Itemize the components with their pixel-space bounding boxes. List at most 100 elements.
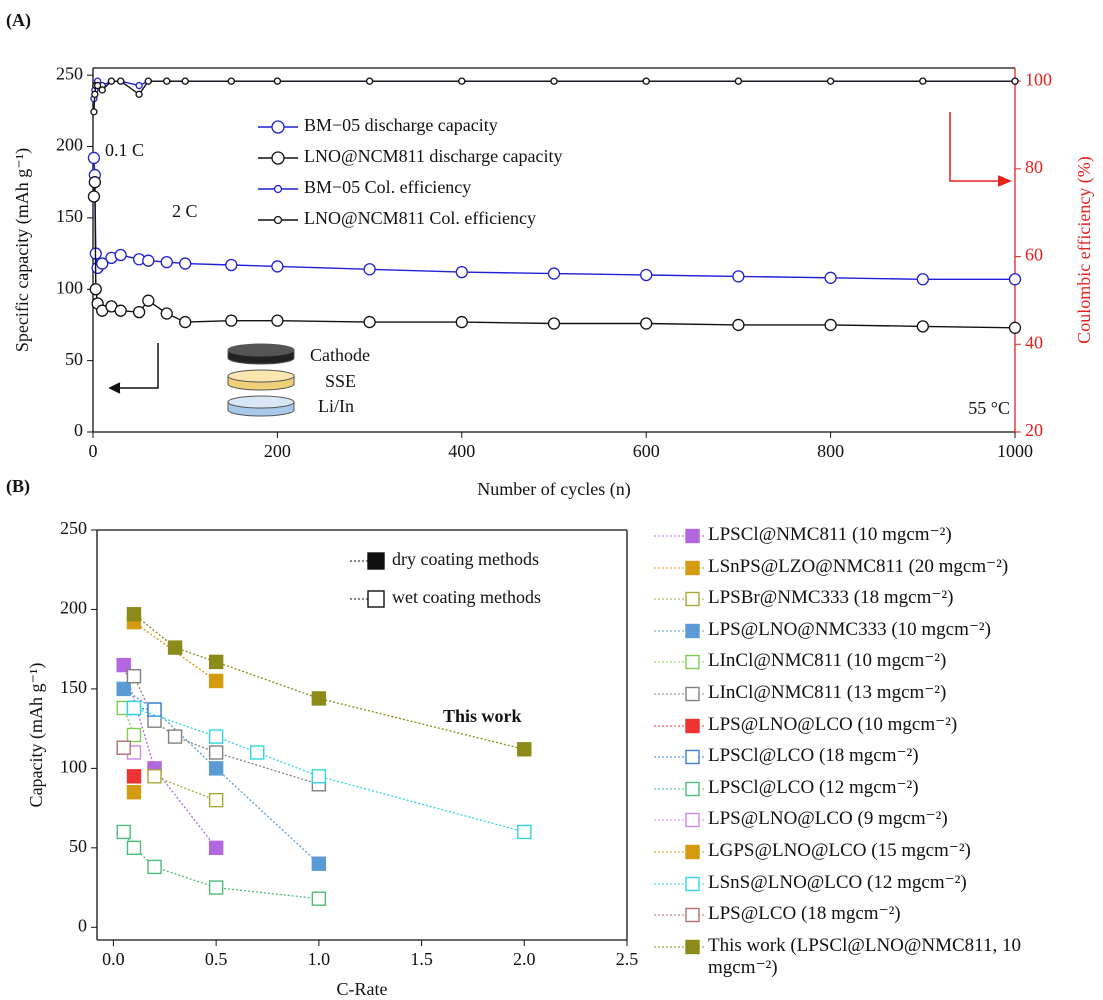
panel-label: (A): [6, 10, 31, 31]
data-point: [547, 267, 561, 280]
y-tick-label: 0: [74, 420, 83, 440]
data-point: [363, 263, 376, 276]
annotation: SSE: [325, 371, 356, 391]
series: [116, 824, 327, 906]
data-point: [87, 151, 101, 165]
series: [147, 769, 224, 808]
data-point: [117, 77, 125, 85]
data-point: [208, 761, 224, 776]
x-tick-label: 0.0: [102, 949, 125, 969]
data-point: [311, 691, 327, 706]
y-tick-label: 250: [60, 518, 87, 538]
x-tick-label: 400: [448, 441, 475, 461]
legend-label: LPS@LNO@LCO (10 mgcm⁻²): [708, 713, 958, 735]
legend-swatch: [654, 939, 704, 954]
data-point: [208, 654, 224, 670]
data-point: [116, 681, 131, 697]
data-point: [132, 305, 146, 319]
data-point: [126, 785, 142, 800]
series: [116, 740, 131, 755]
data-point: [208, 880, 224, 895]
data-point: [135, 81, 143, 90]
x-tick-label: 2.0: [513, 949, 536, 969]
data-point: [732, 270, 745, 283]
legend-marker: [273, 215, 283, 225]
series: [90, 77, 1019, 116]
data-point: [271, 260, 284, 273]
data-point: [208, 792, 224, 808]
legend-swatch: [654, 528, 704, 544]
legend-swatch: [654, 749, 704, 765]
axis-arrow: [949, 112, 1012, 187]
legend-label: This work (LPSCl@LNO@NMC811, 10 mgcm⁻²): [708, 934, 1021, 978]
data-point: [311, 856, 327, 871]
series: [87, 176, 1022, 334]
legend-item: LInCl@NMC811 (13 mgcm⁻²): [652, 682, 1092, 714]
y2-tick-label: 20: [1025, 420, 1043, 440]
legend-item: LPSCl@NMC811 (10 mgcm⁻²): [652, 524, 1092, 556]
data-point: [160, 307, 173, 320]
legend-label: LPS@LNO@LCO (9 mgcm⁻²): [708, 808, 948, 830]
y-tick-label: 50: [69, 836, 87, 856]
legend-label: LPSBr@NMC333 (18 mgcm⁻²): [708, 587, 954, 609]
data-point: [116, 740, 131, 755]
legend-label: LInCl@NMC811 (13 mgcm⁻²): [708, 681, 947, 703]
legend-swatch: [654, 907, 704, 923]
legend-marker: [685, 749, 700, 765]
y2-axis-label: Coulombic efficiency (%): [1074, 156, 1095, 344]
data-point: [147, 859, 162, 875]
data-point: [135, 90, 143, 98]
legend-item: LPS@LNO@NMC333 (10 mgcm⁻²): [652, 619, 1092, 651]
legend-swatch: [654, 844, 704, 860]
y-tick-label: 200: [56, 135, 83, 155]
data-point: [1008, 273, 1022, 286]
data-point: [142, 294, 155, 307]
annotation: 0.1 C: [105, 140, 144, 160]
legend-item: LGPS@LNO@LCO (15 mgcm⁻²): [652, 840, 1092, 872]
legend-label: LPS@LCO (18 mgcm⁻²): [708, 903, 901, 925]
legend-label: LSnS@LNO@LCO (12 mgcm⁻²): [708, 871, 967, 893]
data-point: [126, 700, 142, 716]
data-point: [919, 77, 927, 85]
annotation: 2 C: [172, 201, 198, 221]
data-point: [1011, 77, 1019, 85]
legend-item: LInCl@NMC811 (10 mgcm⁻²): [652, 650, 1092, 682]
y-tick-label: 100: [60, 756, 87, 776]
data-point: [1008, 321, 1022, 334]
series: [87, 151, 1022, 286]
legend-swatch: [654, 686, 704, 702]
data-point: [642, 77, 650, 85]
data-point: [96, 257, 109, 270]
legend-marker: [685, 528, 700, 544]
data-point: [90, 108, 98, 116]
x-tick-label: 2.5: [616, 949, 639, 969]
legend-label: LInCl@NMC811 (10 mgcm⁻²): [708, 650, 947, 672]
data-point: [147, 702, 162, 717]
data-point: [179, 315, 192, 329]
x-tick-label: 1.5: [410, 949, 433, 969]
data-point: [916, 320, 929, 333]
legend-marker: [273, 184, 283, 194]
x-tick-label: 0: [89, 441, 98, 461]
data-point: [455, 315, 468, 329]
legend-item: LPSCl@LCO (18 mgcm⁻²): [652, 745, 1092, 777]
data-point: [93, 81, 102, 90]
annotation: Cathode: [310, 345, 370, 365]
y-tick-label: 250: [56, 63, 83, 83]
legend-marker: [685, 591, 700, 607]
data-point: [363, 315, 376, 329]
data-point: [365, 77, 374, 85]
data-point: [250, 745, 265, 760]
data-point: [126, 840, 142, 856]
y-tick-label: 150: [60, 677, 87, 697]
x-tick-label: 800: [817, 441, 844, 461]
data-point: [734, 77, 743, 85]
x-tick-label: 1000: [997, 441, 1033, 461]
legend-label: dry coating methods: [392, 549, 539, 569]
y-tick-label: 100: [56, 277, 83, 297]
data-point: [208, 673, 224, 689]
x-tick-label: 600: [633, 441, 660, 461]
series-line: [154, 775, 217, 801]
data-point: [311, 769, 327, 784]
